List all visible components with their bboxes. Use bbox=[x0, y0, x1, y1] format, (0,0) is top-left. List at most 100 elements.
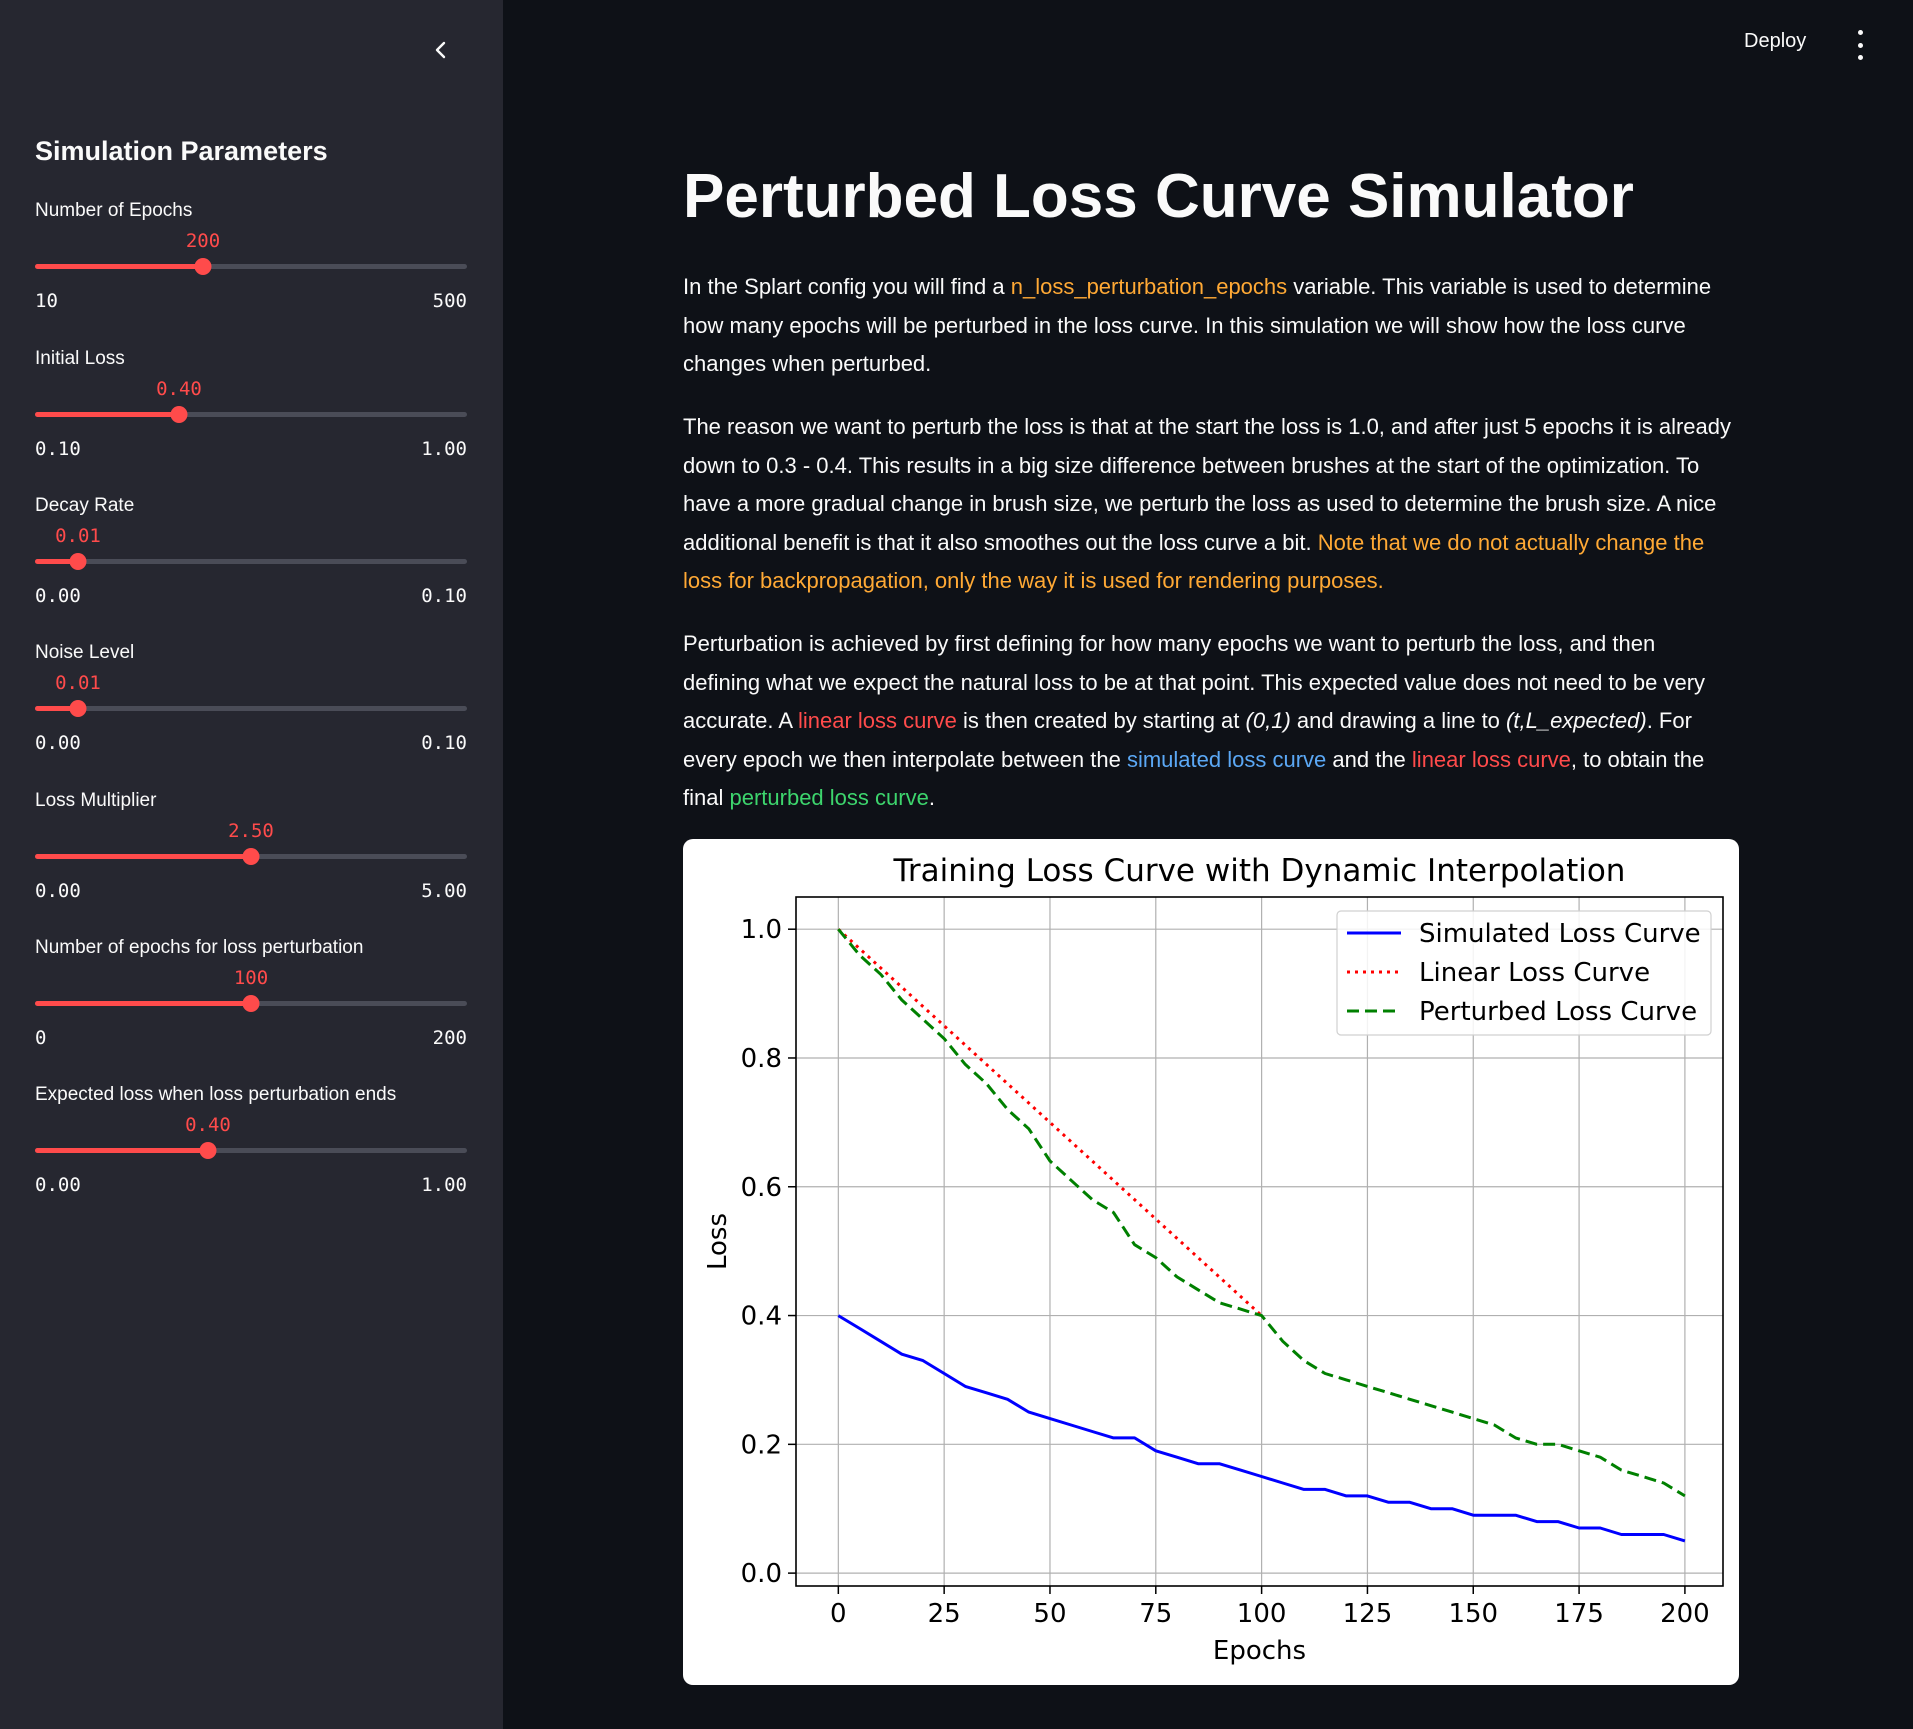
text-span: In the Splart config you will find a bbox=[683, 274, 1011, 299]
slider-thumb[interactable] bbox=[69, 553, 87, 570]
slider-3: Decay Rate 0.01 0.00 0.10 bbox=[35, 495, 467, 635]
simulated-loss-highlight: simulated loss curve bbox=[1126, 746, 1327, 772]
slider-thumb[interactable] bbox=[194, 258, 212, 275]
menu-dot-icon bbox=[1857, 42, 1863, 48]
text-span: and drawing a line to bbox=[1290, 708, 1507, 733]
text-span: variable. This variable is used to deter… bbox=[683, 274, 1712, 376]
slider-fill bbox=[35, 854, 251, 859]
slider-thumb[interactable] bbox=[69, 700, 87, 717]
slider-4: Noise Level 0.01 0.00 0.10 bbox=[35, 642, 467, 782]
sidebar-title: Simulation Parameters bbox=[35, 136, 328, 166]
slider-7: Expected loss when loss perturbation end… bbox=[35, 1084, 467, 1224]
slider-track[interactable] bbox=[35, 995, 467, 1012]
slider-max: 0.10 bbox=[421, 732, 467, 754]
slider-5: Loss Multiplier 2.50 0.00 5.00 bbox=[35, 790, 467, 930]
legend-label: Linear Loss Curve bbox=[1419, 958, 1650, 988]
series-line bbox=[837, 928, 1686, 1498]
slider-min: 0.00 bbox=[35, 880, 81, 902]
slider-thumb[interactable] bbox=[170, 406, 188, 423]
main-menu-button[interactable] bbox=[1850, 30, 1870, 60]
slider-thumb[interactable] bbox=[242, 995, 260, 1012]
slider-1: Number of Epochs 200 10 500 bbox=[35, 200, 467, 340]
chart-title: Training Loss Curve with Dynamic Interpo… bbox=[893, 853, 1626, 889]
start-point: (0,1) bbox=[1245, 708, 1291, 733]
reason-paragraph: The reason we want to perturb the loss i… bbox=[683, 408, 1738, 601]
slider-label: Noise Level bbox=[35, 642, 135, 663]
x-tick-label: 200 bbox=[1660, 1599, 1710, 1629]
page-title: Perturbed Loss Curve Simulator bbox=[683, 162, 1634, 231]
x-tick-label: 25 bbox=[928, 1599, 961, 1629]
slider-value: 2.50 bbox=[228, 820, 274, 842]
slider-min: 0.00 bbox=[35, 585, 81, 607]
main-content: Perturbed Loss Curve Simulator In the Sp… bbox=[683, 160, 1738, 810]
slider-max: 5.00 bbox=[421, 880, 467, 902]
legend-box bbox=[1336, 910, 1712, 1036]
slider-fill bbox=[35, 412, 179, 417]
linear-loss-highlight: linear loss curve bbox=[797, 708, 957, 733]
slider-fill bbox=[35, 1148, 208, 1153]
slider-track[interactable] bbox=[35, 553, 467, 570]
slider-fill bbox=[35, 559, 78, 564]
slider-max: 1.00 bbox=[421, 1174, 467, 1196]
x-tick-label: 150 bbox=[1448, 1599, 1498, 1629]
slider-thumb[interactable] bbox=[199, 1142, 217, 1159]
y-tick-label: 0.8 bbox=[741, 1044, 782, 1074]
slider-max: 500 bbox=[432, 290, 467, 312]
variable-name-highlight: n_loss_perturbation_epochs bbox=[1010, 274, 1288, 299]
loss-chart: 0 25 50 75 100 125 150 175 200 0.0 0.2 0.4 0.6 0.8 1.0… bbox=[703, 853, 1724, 1666]
slider-track[interactable] bbox=[35, 700, 467, 717]
x-tick-label: 0 bbox=[830, 1599, 847, 1629]
chart-card: 0 25 50 75 100 125 150 175 200 0.0 0.2 0.4 0.6 0.8 1.0… bbox=[683, 839, 1739, 1685]
slider-thumb[interactable] bbox=[242, 848, 260, 865]
slider-fill bbox=[35, 706, 78, 711]
slider-fill bbox=[35, 264, 203, 269]
slider-min: 0.00 bbox=[35, 1174, 81, 1196]
slider-track[interactable] bbox=[35, 258, 467, 275]
y-tick-label: 0.0 bbox=[741, 1559, 782, 1589]
legend-label: Simulated Loss Curve bbox=[1419, 919, 1701, 949]
slider-value: 0.01 bbox=[55, 672, 101, 694]
slider-value: 100 bbox=[233, 967, 269, 989]
y-tick-label: 1.0 bbox=[741, 915, 782, 945]
text-span: is then created by starting at bbox=[956, 708, 1246, 733]
menu-dot-icon bbox=[1857, 30, 1863, 35]
slider-fill bbox=[35, 1001, 251, 1006]
legend-label: Perturbed Loss Curve bbox=[1419, 997, 1697, 1027]
x-tick-label: 100 bbox=[1237, 1599, 1287, 1629]
series-line bbox=[837, 1314, 1686, 1543]
slider-max: 0.10 bbox=[421, 585, 467, 607]
x-tick-label: 75 bbox=[1139, 1599, 1172, 1629]
slider-label: Expected loss when loss perturbation end… bbox=[35, 1084, 397, 1105]
slider-2: Initial Loss 0.40 0.10 1.00 bbox=[35, 348, 467, 488]
slider-6: Number of epochs for loss perturbation 10… bbox=[35, 937, 467, 1077]
x-axis-label: Epochs bbox=[1213, 1636, 1306, 1666]
slider-min: 0 bbox=[35, 1027, 47, 1049]
x-tick-label: 50 bbox=[1033, 1599, 1066, 1629]
note-highlight: Note that we do not actually change the … bbox=[683, 529, 1705, 594]
slider-label: Loss Multiplier bbox=[35, 790, 157, 811]
text-span: , to obtain the final bbox=[683, 746, 1705, 811]
x-tick-label: 125 bbox=[1343, 1599, 1393, 1629]
menu-dot-icon bbox=[1857, 55, 1863, 60]
chevron-left-icon bbox=[435, 41, 446, 59]
y-tick-label: 0.6 bbox=[741, 1173, 782, 1203]
slider-track[interactable] bbox=[35, 406, 467, 423]
collapse-sidebar-button[interactable] bbox=[425, 34, 457, 66]
perturbed-loss-highlight: perturbed loss curve bbox=[729, 785, 929, 810]
sidebar: Simulation Parameters Number of Epochs 20… bbox=[0, 0, 503, 1729]
method-paragraph: Perturbation is achieved by first defini… bbox=[683, 625, 1738, 818]
slider-max: 200 bbox=[432, 1027, 467, 1049]
slider-value: 0.40 bbox=[185, 1114, 231, 1136]
slider-value: 0.40 bbox=[156, 378, 202, 400]
deploy-button[interactable]: Deploy bbox=[1744, 30, 1807, 52]
y-axis-label: Loss bbox=[703, 1213, 733, 1270]
slider-track[interactable] bbox=[35, 848, 467, 865]
text-span: . For every epoch we then interpolate be… bbox=[683, 708, 1692, 772]
text-span: The reason we want to perturb the loss i… bbox=[683, 414, 1731, 555]
slider-min: 0.10 bbox=[35, 438, 81, 460]
slider-label: Decay Rate bbox=[35, 495, 135, 516]
slider-value: 200 bbox=[185, 230, 221, 252]
slider-track[interactable] bbox=[35, 1142, 467, 1159]
end-point: (t,L_expected) bbox=[1506, 708, 1647, 733]
slider-max: 1.00 bbox=[421, 438, 467, 460]
